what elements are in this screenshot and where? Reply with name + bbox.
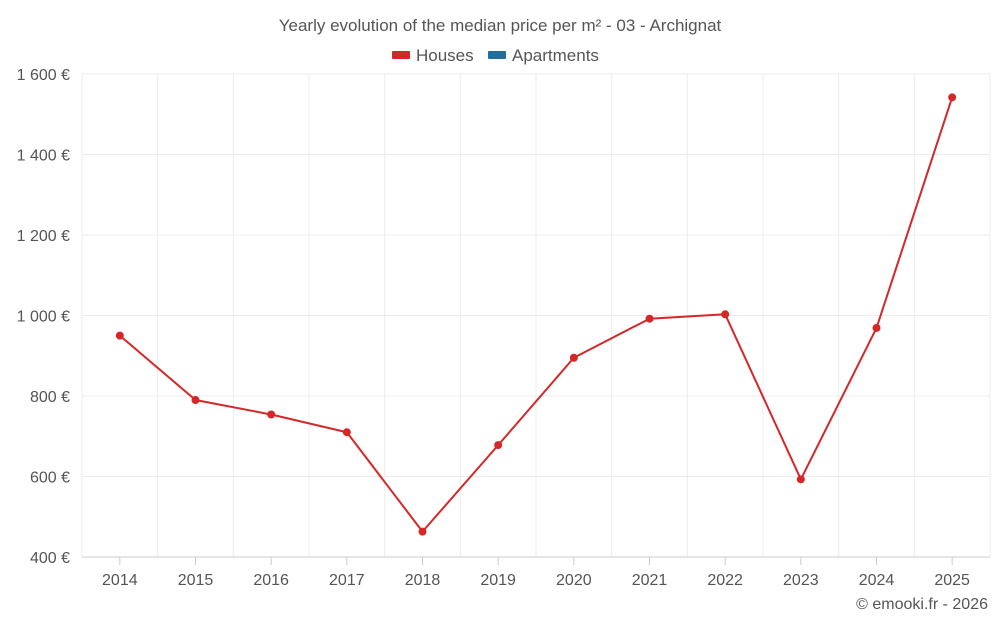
x-tick-label: 2018 xyxy=(405,572,441,589)
x-tick-label: 2015 xyxy=(178,572,214,589)
y-tick-label: 1 200 € xyxy=(17,228,70,245)
x-tick-label: 2019 xyxy=(480,572,516,589)
series-line-houses xyxy=(119,97,954,533)
y-axis: 400 € 600 € 800 € 1 000 € 1 200 € 1 400 € 1 60… xyxy=(17,67,70,567)
legend-item-houses[interactable]: Houses xyxy=(392,46,474,65)
x-axis: 2014 2015 2016 2017 2018 2019 2020 2021 2022 2023… xyxy=(82,556,990,589)
y-tick-label: 1 000 € xyxy=(17,309,70,326)
grid xyxy=(81,73,991,558)
x-tick-label: 2023 xyxy=(783,572,819,589)
data-point-houses[interactable] xyxy=(191,396,200,405)
data-point-houses[interactable] xyxy=(342,428,351,437)
x-tick-label: 2014 xyxy=(102,572,138,589)
legend-swatch-houses xyxy=(392,51,410,59)
y-tick-label: 1 600 € xyxy=(17,67,70,84)
credit-text: © emooki.fr - 2026 xyxy=(856,596,988,613)
data-point-houses[interactable] xyxy=(645,314,654,323)
legend-item-apartments[interactable]: Apartments xyxy=(488,46,599,65)
data-point-houses[interactable] xyxy=(721,310,730,319)
y-tick-label: 800 € xyxy=(30,389,70,406)
x-tick-label: 2020 xyxy=(556,572,592,589)
x-tick-label: 2021 xyxy=(632,572,668,589)
data-point-houses[interactable] xyxy=(872,323,881,332)
data-point-houses[interactable] xyxy=(267,410,276,419)
x-tick-label: 2024 xyxy=(859,572,895,589)
y-tick-label: 400 € xyxy=(30,550,70,567)
data-point-houses[interactable] xyxy=(494,441,503,450)
legend-swatch-apartments xyxy=(488,51,506,59)
x-tick-label: 2016 xyxy=(253,572,289,589)
data-point-houses[interactable] xyxy=(115,331,124,340)
data-point-houses[interactable] xyxy=(418,527,427,536)
x-tick-label: 2025 xyxy=(934,572,970,589)
data-point-houses[interactable] xyxy=(569,353,578,362)
data-point-houses[interactable] xyxy=(796,475,805,484)
legend-label-apartments: Apartments xyxy=(512,46,599,65)
y-tick-label: 1 400 € xyxy=(17,148,70,165)
chart-title: Yearly evolution of the median price per… xyxy=(279,16,722,35)
series-layer xyxy=(115,93,957,536)
y-tick-label: 600 € xyxy=(30,470,70,487)
x-tick-label: 2017 xyxy=(329,572,365,589)
x-tick-label: 2022 xyxy=(707,572,743,589)
legend-label-houses: Houses xyxy=(416,46,474,65)
legend: Houses Apartments xyxy=(392,46,599,65)
data-point-houses[interactable] xyxy=(948,93,957,102)
